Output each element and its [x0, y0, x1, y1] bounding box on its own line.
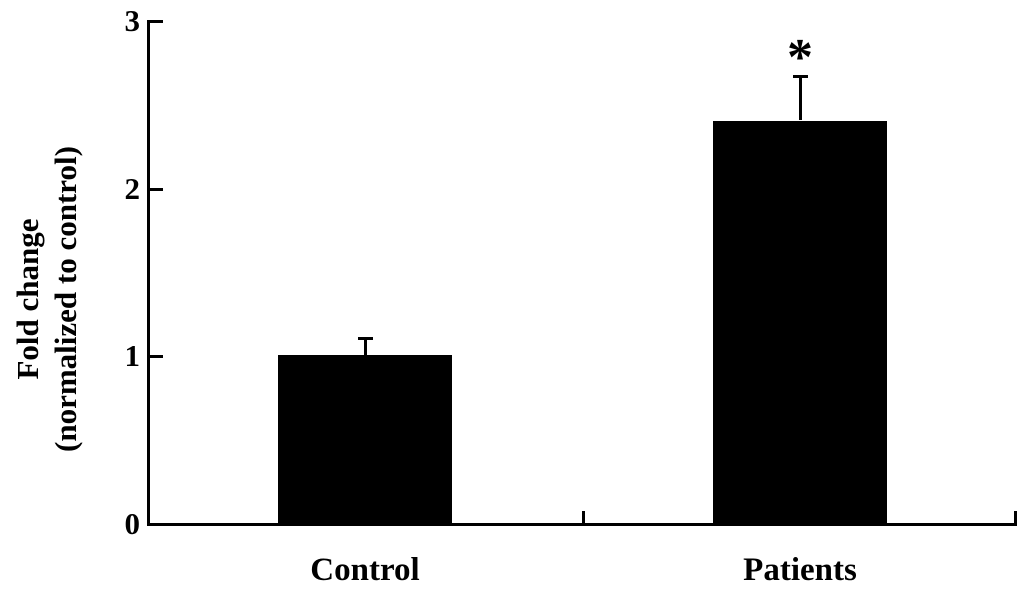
y-axis-tick [150, 20, 163, 23]
x-axis-end-tick [1014, 511, 1017, 526]
category-label-patients: Patients [743, 552, 857, 588]
error-bar-control [364, 337, 367, 355]
y-axis-title: Fold change (normalized to control) [9, 89, 85, 509]
category-label-control: Control [310, 552, 420, 588]
y-axis-line [147, 20, 150, 526]
significance-asterisk: * [787, 29, 813, 86]
y-tick-label: 0 [124, 506, 141, 541]
y-axis-tick [150, 188, 163, 191]
error-bar-patients [799, 75, 802, 120]
error-bar-cap-control [358, 337, 373, 340]
y-axis-tick [150, 355, 163, 358]
error-bar-cap-patients [793, 75, 808, 78]
x-axis-mid-tick [582, 511, 585, 526]
y-tick-label: 2 [124, 171, 141, 206]
y-axis-title-line1: Fold change [10, 218, 45, 380]
y-tick-label: 3 [124, 3, 141, 38]
y-tick-label: 1 [124, 338, 141, 373]
bar-patients [713, 121, 887, 523]
y-axis-title-line2: (normalized to control) [48, 146, 83, 452]
bar-control [278, 355, 452, 523]
